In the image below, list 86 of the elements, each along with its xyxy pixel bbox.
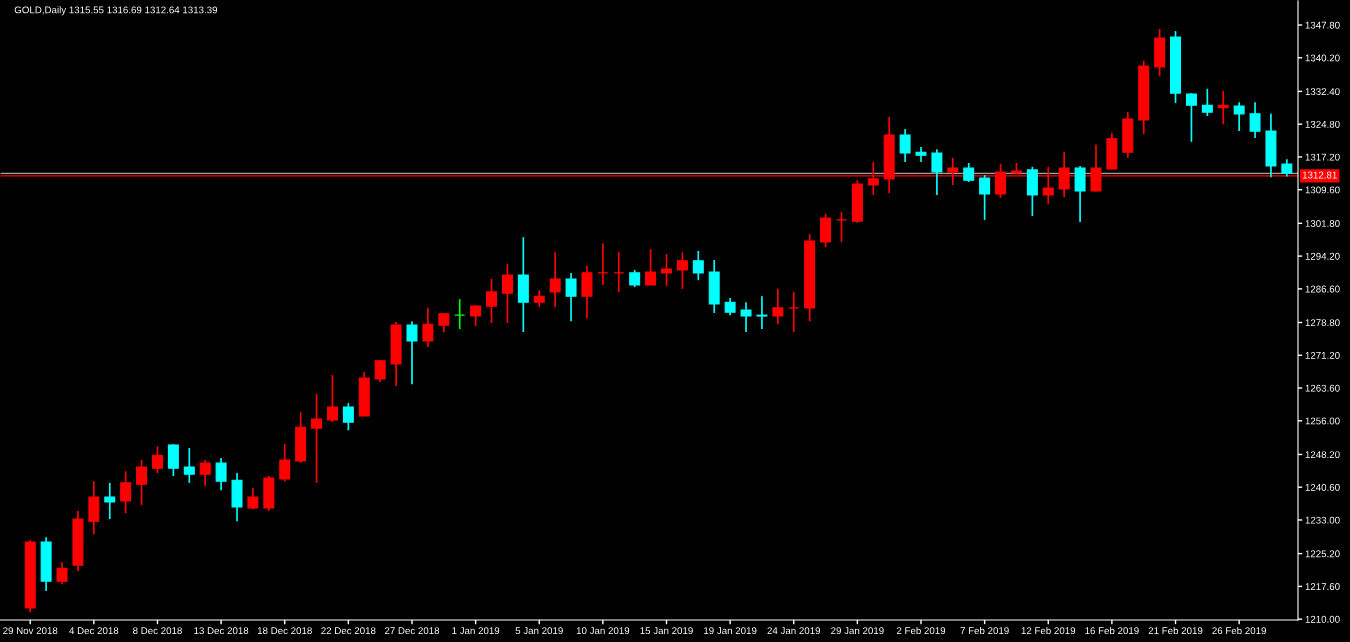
candlestick	[979, 174, 991, 221]
candlestick	[676, 251, 688, 290]
candlestick	[183, 447, 195, 484]
y-tick-label: 1225.20	[1305, 550, 1340, 558]
candlestick	[1185, 92, 1197, 143]
x-tick-label: 8 Dec 2018	[133, 627, 182, 635]
x-tick-label: 2 Feb 2019	[896, 626, 946, 635]
candlestick	[549, 251, 561, 308]
candlestick	[422, 307, 434, 348]
candlestick	[1233, 101, 1245, 132]
candlestick	[501, 263, 513, 324]
x-tick-label: 22 Dec 2018	[321, 627, 376, 635]
candlestick	[167, 443, 179, 477]
y-tick-label: 1301.80	[1305, 220, 1340, 227]
candlestick	[820, 213, 832, 248]
y-tick-label: 1286.60	[1305, 285, 1340, 293]
y-tick-label: 1324.80	[1305, 120, 1340, 128]
x-tick-label: 27 Dec 2018	[384, 627, 440, 635]
candlestick	[342, 402, 354, 432]
candlestick	[199, 459, 211, 487]
candlestick	[406, 320, 418, 385]
x-tick-label: 4 Dec 2018	[69, 627, 119, 635]
candlestick	[613, 251, 625, 293]
candlestick	[756, 295, 768, 330]
candlestick	[899, 128, 911, 163]
candlestick	[215, 457, 227, 492]
y-tick-label: 1256.00	[1305, 417, 1340, 425]
y-tick-label: 1271.20	[1305, 352, 1340, 359]
y-tick-label: 1347.80	[1305, 21, 1340, 29]
candlestick	[740, 301, 752, 333]
x-tick-label: 19 Jan 2019	[704, 627, 757, 635]
y-tick-label: 1263.60	[1305, 384, 1340, 392]
x-tick-label: 12 Feb 2019	[1021, 626, 1076, 635]
candlestick	[311, 393, 323, 484]
candlestick	[136, 459, 148, 506]
x-tick-label: 1 Jan 2019	[452, 627, 500, 635]
candlestick	[470, 304, 482, 327]
x-tick-label: 16 Feb 2019	[1085, 626, 1139, 635]
y-tick-label: 1309.60	[1305, 186, 1340, 194]
y-tick-label: 1210.00	[1305, 615, 1340, 623]
x-tick-label: 26 Feb 2019	[1212, 626, 1266, 635]
candlestick	[56, 561, 68, 586]
candlestick	[788, 291, 800, 333]
candlestick	[454, 298, 466, 330]
candlestick	[692, 250, 704, 282]
candlestick	[374, 359, 386, 383]
candlestick	[565, 272, 577, 323]
y-tick-label: 1240.60	[1305, 483, 1340, 491]
x-tick-label: 24 Jan 2019	[767, 627, 821, 635]
candlestick	[1201, 87, 1213, 117]
candlestick	[104, 482, 116, 520]
x-tick-label: 29 Jan 2019	[831, 627, 884, 635]
y-tick-label: 1233.00	[1305, 516, 1340, 524]
candlestick	[597, 242, 609, 286]
candlestick	[963, 162, 975, 183]
x-tick-label: 18 Dec 2018	[257, 627, 312, 635]
candlestick	[931, 148, 943, 196]
y-tick-label: 1317.20	[1305, 153, 1340, 161]
y-tick-label: 1340.20	[1305, 54, 1340, 62]
candlestick	[645, 248, 657, 286]
candlestick	[279, 443, 291, 483]
candlestick	[438, 312, 450, 333]
candlestick	[120, 470, 132, 514]
ref-line-label: 1312.81	[1302, 171, 1337, 179]
candlestick	[1074, 165, 1086, 223]
x-tick-label: 15 Jan 2019	[640, 627, 693, 635]
candlestick	[661, 253, 672, 287]
y-tick-label: 1248.20	[1305, 451, 1340, 459]
candlestick	[151, 445, 163, 474]
x-tick-label: 21 Feb 2019	[1148, 626, 1203, 635]
candlestick	[326, 374, 338, 423]
y-tick-label: 1278.80	[1305, 319, 1340, 327]
y-tick-label: 1332.40	[1305, 88, 1340, 96]
text: GOLD,Daily 1315.55 1316.69 1312.64 1313.39	[14, 6, 218, 16]
x-tick-label: 10 Jan 2019	[576, 627, 630, 635]
x-tick-label: 13 Dec 2018	[194, 627, 249, 635]
x-tick-label: 7 Feb 2019	[960, 626, 1009, 635]
candlestick	[486, 278, 498, 324]
x-tick-label: 5 Jan 2019	[515, 627, 563, 635]
candlestick	[1249, 101, 1261, 139]
candlestick	[772, 288, 784, 326]
y-tick-label: 1217.60	[1305, 583, 1340, 590]
x-tick-label: 29 Nov 2018	[3, 627, 58, 635]
y-tick-label: 1294.20	[1305, 252, 1340, 260]
candlestick	[835, 211, 847, 243]
candlestick	[581, 265, 593, 320]
